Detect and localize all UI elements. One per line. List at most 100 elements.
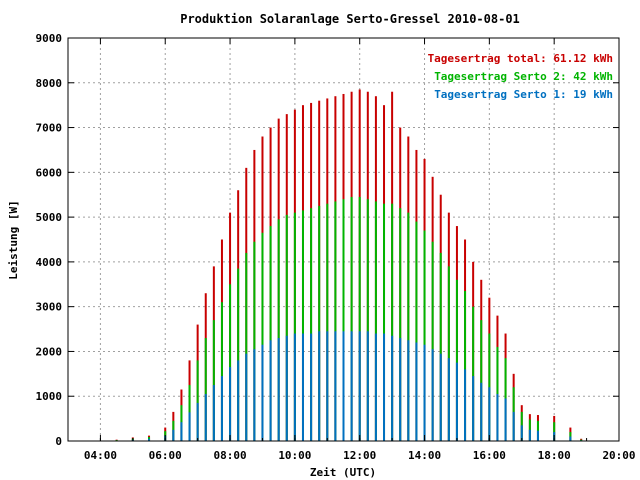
bar-series-3 (358, 331, 361, 441)
bar-series-3 (569, 436, 572, 441)
bar-series-3 (512, 411, 515, 441)
x-tick-label: 16:00 (473, 449, 506, 462)
bar-series-3 (350, 331, 353, 441)
legend-entry: Tagesertrag Serto 2: 42 kWh (434, 70, 613, 83)
x-tick-label: 10:00 (278, 449, 311, 462)
bar-series-2 (269, 226, 272, 441)
y-tick-label: 8000 (36, 77, 63, 90)
bar-series-2 (447, 266, 450, 441)
bar-series-2 (318, 205, 321, 441)
series-1 (115, 89, 583, 442)
bar-series-2 (391, 203, 394, 441)
x-tick-label: 18:00 (538, 449, 571, 462)
bar-series-3 (326, 331, 329, 441)
bar-series-3 (464, 369, 467, 441)
bar-series-3 (528, 429, 531, 441)
bar-series-3 (212, 385, 215, 441)
bar-series-3 (391, 335, 394, 441)
bar-series-2 (407, 212, 410, 441)
bar-series-2 (480, 320, 483, 441)
bar-series-2 (431, 241, 434, 441)
bar-series-3 (180, 422, 183, 441)
bar-series-3 (374, 333, 377, 441)
y-tick-label: 6000 (36, 166, 63, 179)
x-tick-label: 20:00 (602, 449, 635, 462)
x-tick-label: 06:00 (149, 449, 182, 462)
bar-series-2 (415, 221, 418, 441)
bar-series-3 (455, 362, 458, 441)
bar-series-3 (399, 338, 402, 441)
bar-series-3 (229, 367, 232, 441)
bar-series-2 (383, 203, 386, 441)
bar-series-3 (310, 333, 313, 441)
bar-series-3 (407, 340, 410, 441)
bar-series-3 (439, 353, 442, 441)
bar-series-2 (253, 241, 256, 441)
bar-series-2 (350, 196, 353, 441)
bar-series-3 (253, 349, 256, 441)
bar-series-2 (310, 208, 313, 441)
bar-series-2 (196, 360, 199, 441)
bar-series-3 (342, 331, 345, 441)
y-axis-label: Leistung [W] (7, 200, 20, 279)
bar-series-3 (383, 333, 386, 441)
bar-series-2 (326, 203, 329, 441)
ticks: 0 1000 2000 3000 4000 5000 6000 7000 8000 9000 04:… (36, 32, 636, 462)
bars (115, 89, 583, 442)
legend-entry: Tagesertrag total: 61.12 kWh (428, 52, 613, 65)
bar-series-3 (269, 340, 272, 441)
x-axis-label: Zeit (UTC) (310, 466, 376, 479)
bar-series-2 (277, 219, 280, 441)
bar-series-3 (496, 393, 499, 441)
plot-frame (67, 37, 620, 442)
bar-series-3 (318, 331, 321, 441)
bar-series-3 (504, 398, 507, 441)
chart-title: Produktion Solaranlage Serto-Gressel 201… (180, 12, 520, 26)
x-tick-label: 14:00 (408, 449, 441, 462)
bar-series-3 (245, 353, 248, 441)
bar-series-2 (342, 199, 345, 441)
bar-series-3 (277, 338, 280, 441)
bar-series-2 (285, 214, 288, 441)
bar-series-3 (237, 360, 240, 441)
bar-series-2 (237, 268, 240, 441)
x-tick-label: 12:00 (343, 449, 376, 462)
y-tick-label: 1000 (36, 390, 63, 403)
bar-series-3 (261, 344, 264, 441)
bar-series-3 (447, 358, 450, 441)
bar-series-3 (220, 376, 223, 441)
bar-series-3 (334, 331, 337, 441)
y-tick-label: 9000 (36, 32, 63, 45)
bar-series-2 (374, 201, 377, 441)
legend-entry: Tagesertrag Serto 1: 19 kWh (434, 88, 613, 101)
bar-series-3 (148, 438, 151, 441)
legend: Tagesertrag total: 61.12 kWh Tagesertrag … (428, 52, 613, 101)
bar-series-2 (553, 422, 556, 441)
bar-series-2 (204, 338, 207, 441)
bar-series-2 (464, 290, 467, 441)
x-tick-label: 08:00 (213, 449, 246, 462)
bar-series-3 (188, 412, 191, 441)
y-tick-label: 4000 (36, 256, 63, 269)
bar-series-3 (472, 376, 475, 441)
bar-series-2 (455, 279, 458, 441)
bar-series-2 (334, 201, 337, 441)
bar-series-3 (196, 402, 199, 441)
bar-series-2 (229, 284, 232, 441)
bar-series-3 (285, 335, 288, 441)
bar-series-2 (220, 302, 223, 441)
bar-series-3 (520, 425, 523, 441)
bar-series-2 (261, 232, 264, 441)
y-tick-label: 0 (55, 435, 62, 448)
bar-series-2 (301, 210, 304, 441)
bar-series-3 (172, 429, 175, 441)
bar-series-2 (293, 212, 296, 441)
bar-series-3 (301, 333, 304, 441)
bar-series-2 (399, 208, 402, 441)
bar-series-2 (439, 252, 442, 441)
bar-series-2 (423, 230, 426, 441)
y-tick-label: 2000 (36, 345, 63, 358)
bar-series-3 (431, 349, 434, 441)
y-tick-label: 7000 (36, 122, 63, 135)
bar-series-3 (293, 333, 296, 441)
